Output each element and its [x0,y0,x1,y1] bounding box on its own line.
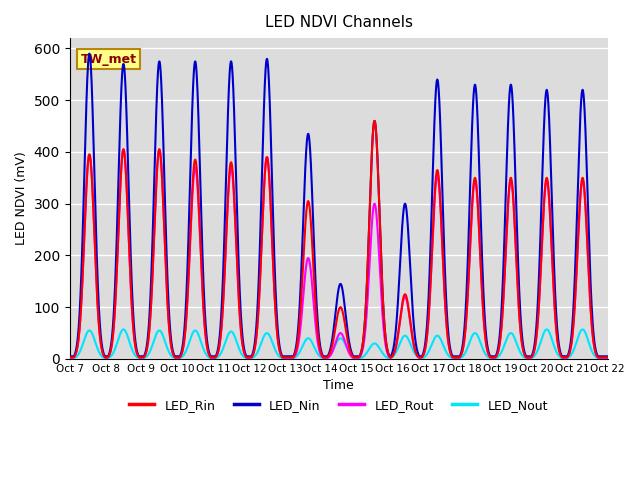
LED_Nout [408,344,415,349]
LED_Rin [384,350,392,356]
Y-axis label: LED NDVI (mV): LED NDVI (mV) [15,152,28,245]
LED_Nout [384,355,392,361]
LED_Nin [384,350,392,356]
LED_Rout [260,176,268,182]
LED_Rin [465,276,472,281]
LED_Rin [260,178,268,183]
Title: LED NDVI Channels: LED NDVI Channels [265,15,413,30]
LED_Rin [371,118,378,124]
LED_Rout [408,329,415,335]
LED_Rin [604,355,612,360]
LED_Nin [260,89,268,95]
LED_Rout [66,355,74,361]
LED_Nin [408,289,415,295]
Legend: LED_Rin, LED_Nin, LED_Rout, LED_Nout: LED_Rin, LED_Nin, LED_Rout, LED_Nout [124,394,553,417]
LED_Nout [93,343,100,349]
Line: LED_Rout: LED_Rout [70,149,608,358]
LED_Nin [465,234,472,240]
LED_Rin [493,351,501,357]
LED_Nin [93,252,100,258]
LED_Nin [493,349,501,355]
Line: LED_Rin: LED_Rin [70,121,608,358]
LED_Rout [93,285,100,291]
LED_Nout [465,342,472,348]
LED_Nin [66,353,74,359]
X-axis label: Time: Time [323,379,354,392]
Text: TW_met: TW_met [81,52,136,66]
LED_Rout [465,276,472,282]
LED_Rout [604,355,612,361]
LED_Nout [260,332,268,338]
LED_Nout [493,354,501,360]
LED_Nin [604,353,612,359]
LED_Nout [66,355,74,361]
LED_Rout [120,146,127,152]
LED_Nout [120,326,127,332]
Line: LED_Nin: LED_Nin [70,54,608,356]
LED_Nin [86,51,93,57]
LED_Rout [384,352,392,358]
LED_Rin [93,285,100,291]
Line: LED_Nout: LED_Nout [70,329,608,358]
LED_Rout [493,351,501,357]
LED_Nout [604,355,612,361]
LED_Rin [408,328,415,334]
LED_Rin [66,355,74,360]
